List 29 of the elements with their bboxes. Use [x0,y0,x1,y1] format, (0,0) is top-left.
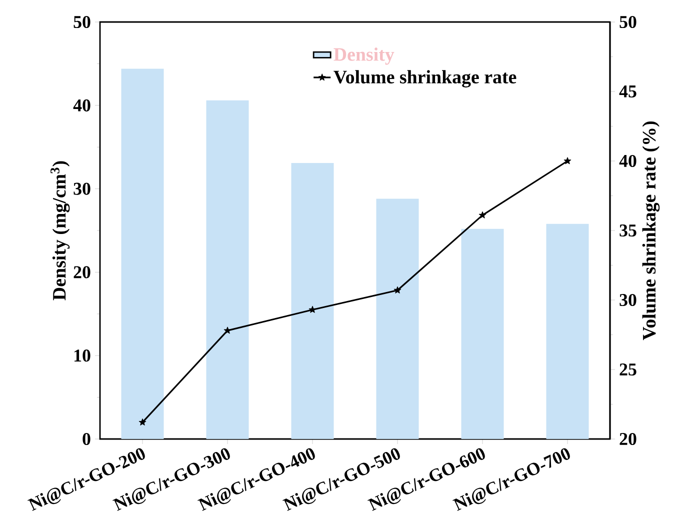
y2-tick-label: 25 [620,363,636,376]
y-tick-label: 50 [74,16,90,28]
bar [376,198,419,439]
legend-label: Density [334,48,394,65]
y2-tick-label: 20 [620,432,636,446]
y2-axis-title: Volume shrinkage rate (%) [642,122,660,340]
y2-tick-label: 35 [620,224,636,237]
y-tick-label: 40 [73,99,90,112]
legend-label: Volume shrinkage rate [334,70,516,88]
point [224,326,232,334]
bar [206,100,249,439]
y2-tick-label: 45 [619,86,636,98]
y2-tick-label: 30 [620,294,636,306]
y-tick-label: 20 [74,266,90,278]
point [138,418,146,426]
point [478,211,486,218]
bar [121,68,164,439]
y2-tick-label: 40 [619,154,636,168]
y2-tick-label: 50 [620,16,636,28]
bar [461,228,504,439]
point [308,306,316,313]
point [564,157,572,164]
y-tick-label: 30 [74,182,90,195]
y-tick-label: 0 [82,432,90,446]
point [394,286,402,294]
bar [291,162,334,439]
bar [546,224,589,439]
y-tick-label: 10 [74,350,90,362]
y-axis-title: Density (mg/cm$^{3}$) [50,161,70,300]
